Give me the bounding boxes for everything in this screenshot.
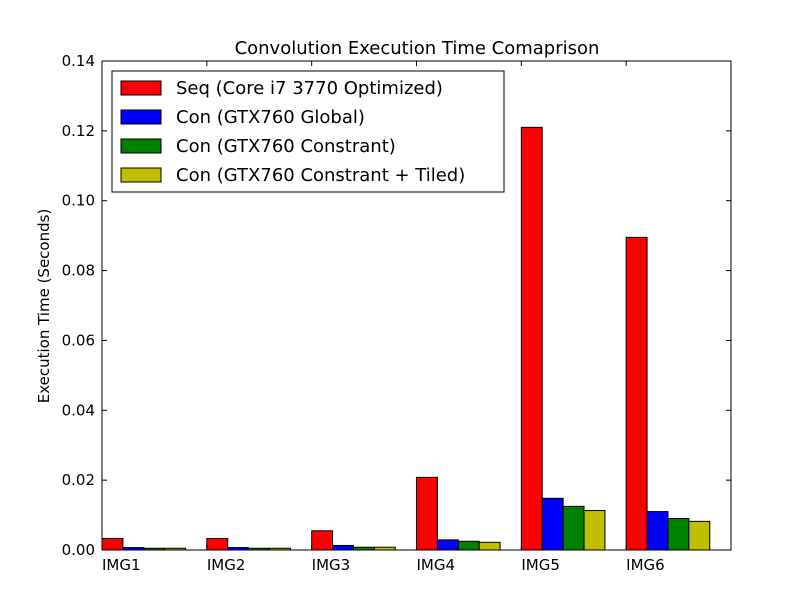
bar-img5-series-1: [520, 126, 543, 551]
x-tick-label: IMG5: [521, 556, 560, 574]
legend-swatch-series-1: [120, 80, 162, 96]
y-tick-label: 0.14: [62, 52, 95, 70]
x-tick-label: IMG4: [417, 556, 456, 574]
legend-swatch-series-2: [120, 109, 162, 125]
legend-label-series-1: Seq (Core i7 3770 Optimized): [176, 78, 443, 99]
y-tick-label: 0.10: [62, 192, 95, 210]
bar-img4-series-1: [416, 476, 438, 551]
bar-img4-series-2: [436, 539, 459, 551]
y-tick-label: 0.08: [62, 262, 95, 280]
y-tick-label: 0.12: [62, 122, 95, 140]
y-tick-label: 0.06: [62, 331, 95, 349]
bar-img4-series-4: [478, 541, 501, 551]
axes-group: 0.00 0.02 0.04 0.06 0.08 0.10 0.12 0.14 IMG1 IMG2…: [62, 52, 732, 574]
bar-img2-series-1: [206, 537, 229, 551]
bar-img5-series-4: [583, 510, 606, 551]
x-tick-label: IMG3: [312, 556, 351, 574]
bars-group: [101, 126, 711, 551]
legend-label-series-2: Con (GTX760 Global): [176, 107, 365, 128]
legend-box: [111, 70, 505, 193]
bar-img5-series-3: [562, 505, 585, 551]
bar-img5-series-2: [541, 497, 564, 551]
bar-img6-series-3: [667, 518, 690, 551]
legend-swatch-series-4: [120, 167, 162, 183]
bar-img1-series-1: [101, 537, 124, 551]
y-tick-label: 0.00: [62, 541, 95, 559]
legend-swatch-series-3: [120, 138, 162, 154]
x-tick-label: IMG1: [102, 556, 141, 574]
legend-label-series-3: Con (GTX760 Constrant): [176, 136, 396, 157]
bar-img4-series-3: [457, 540, 480, 551]
y-tick-label: 0.04: [62, 401, 95, 419]
x-tick-label: IMG2: [207, 556, 246, 574]
legend: Seq (Core i7 3770 Optimized) Con (GTX760 …: [111, 70, 505, 193]
bar-img3-series-1: [311, 530, 334, 551]
bar-img6-series-1: [625, 236, 648, 551]
x-tick-label: IMG6: [626, 556, 665, 574]
y-tick-label: 0.02: [62, 471, 95, 489]
bar-img3-series-2: [332, 544, 354, 551]
y-axis-label: Execution Time (Seconds): [35, 209, 53, 404]
chart-title: Convolution Execution Time Comaprison: [235, 38, 600, 59]
bar-img6-series-4: [688, 520, 711, 551]
legend-label-series-4: Con (GTX760 Constrant + Tiled): [176, 165, 465, 186]
bar-img6-series-2: [646, 511, 669, 551]
